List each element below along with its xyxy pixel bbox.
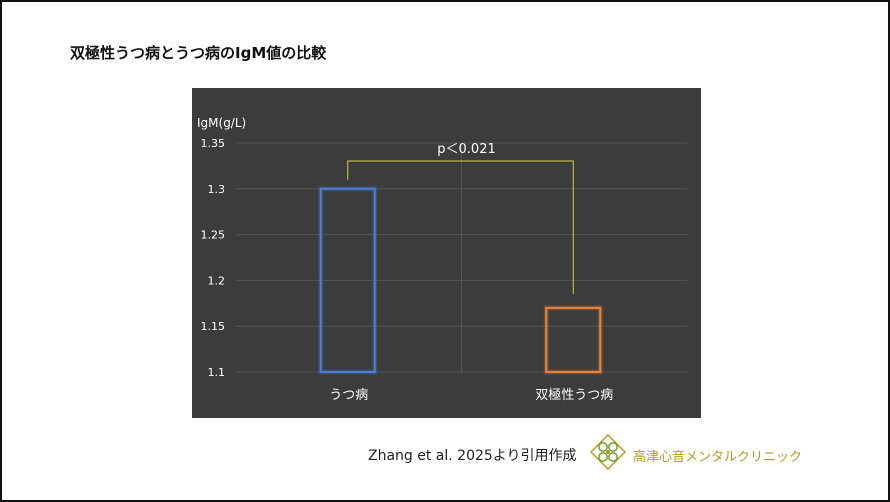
- chart-canvas: IgM(g/L) 1.1 1.15 1.2 1.25 1.3 1.35 うつ病 双極性うつ病 p＜…: [192, 88, 701, 418]
- p-value-annotation: p＜0.021: [437, 142, 495, 157]
- y-tick-label-3: 1.25: [201, 229, 226, 242]
- x-category-label-1: 双極性うつ病: [535, 387, 613, 403]
- y-tick-label-1: 1.15: [201, 320, 226, 333]
- y-axis-label: IgM(g/L): [197, 116, 246, 130]
- significance-bracket: [348, 161, 574, 294]
- slide-title: 双極性うつ病とうつ病のIgM値の比較: [70, 42, 326, 63]
- y-tick-label-2: 1.2: [208, 274, 226, 287]
- bar-glow-1: [546, 308, 600, 372]
- clinic-name: 高津心音メンタルクリニック: [633, 446, 802, 465]
- y-tick-label-0: 1.1: [208, 366, 226, 379]
- clinic-logo-icon: [590, 434, 626, 470]
- y-tick-label-5: 1.35: [201, 137, 226, 150]
- y-tick-label-4: 1.3: [208, 183, 226, 196]
- x-category-label-0: うつ病: [329, 388, 368, 403]
- bar-1: [546, 308, 600, 372]
- bar-chart: IgM(g/L) 1.1 1.15 1.2 1.25 1.3 1.35 うつ病 双極性うつ病 p＜…: [192, 88, 701, 418]
- citation-text: Zhang et al. 2025より引用作成: [368, 445, 577, 465]
